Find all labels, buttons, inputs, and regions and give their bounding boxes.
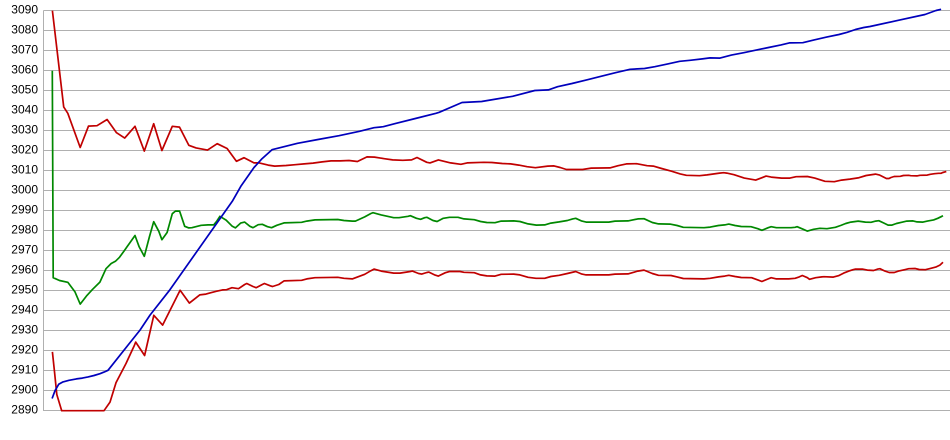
svg-text:2950: 2950 [11, 283, 38, 297]
svg-text:3020: 3020 [11, 143, 38, 157]
svg-text:2960: 2960 [11, 263, 38, 277]
svg-text:3080: 3080 [11, 23, 38, 37]
svg-text:3010: 3010 [11, 163, 38, 177]
svg-text:3070: 3070 [11, 43, 38, 57]
svg-text:2920: 2920 [11, 343, 38, 357]
svg-text:2910: 2910 [11, 363, 38, 377]
svg-text:3000: 3000 [11, 183, 38, 197]
svg-text:2970: 2970 [11, 243, 38, 257]
svg-text:2930: 2930 [11, 323, 38, 337]
svg-text:2990: 2990 [11, 203, 38, 217]
svg-text:3050: 3050 [11, 83, 38, 97]
svg-text:3040: 3040 [11, 103, 38, 117]
svg-text:3090: 3090 [11, 3, 38, 17]
svg-text:2890: 2890 [11, 403, 38, 417]
svg-text:2940: 2940 [11, 303, 38, 317]
svg-text:2980: 2980 [11, 223, 38, 237]
svg-text:2900: 2900 [11, 383, 38, 397]
svg-text:3060: 3060 [11, 63, 38, 77]
svg-text:3030: 3030 [11, 123, 38, 137]
